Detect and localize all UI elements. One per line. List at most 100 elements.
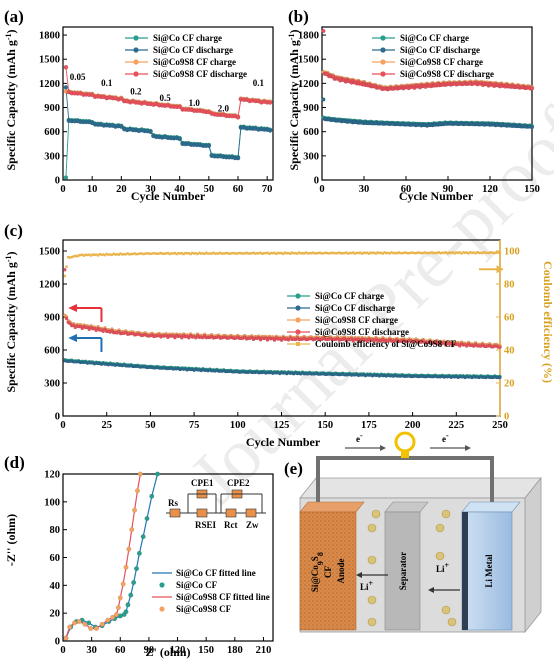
panel-c-xtick-label-10: 250 bbox=[492, 420, 508, 431]
panel-c-series-ce-point-234 bbox=[472, 251, 475, 254]
panel-a-legend-entry-0: Si@Co CF charge bbox=[125, 33, 222, 43]
panel-c-series-co9s8-discharge-point-120 bbox=[272, 338, 277, 342]
panel-a-series-cf-discharge-point-0 bbox=[63, 85, 69, 90]
panel-c-label: (c) bbox=[4, 221, 23, 240]
panel-c-series-ce-point-214 bbox=[437, 251, 441, 254]
electrolyte-particle-9 bbox=[441, 509, 451, 519]
panel-c-series-ce-point-243 bbox=[488, 251, 491, 255]
panel-b-ytick-label-2: 600 bbox=[303, 127, 319, 138]
panel-d-series-co9s8-point-8 bbox=[105, 617, 111, 623]
panel-a-series-cf-discharge-point-59 bbox=[235, 155, 241, 161]
panel-c-series-ce-point-146 bbox=[318, 251, 322, 254]
electrolyte-particle-0 bbox=[367, 523, 377, 533]
panel-a-xtick-label-5: 50 bbox=[204, 184, 215, 195]
panel-c-series-ce-point-33 bbox=[121, 253, 124, 256]
panel-d-series-co9s8-point-0 bbox=[63, 635, 69, 641]
electrolyte-particle-1 bbox=[367, 555, 377, 565]
panel-d-series-co9s8-point-6 bbox=[93, 626, 99, 631]
panel-c-series-ce-point-100 bbox=[238, 251, 241, 255]
panel-c-series-ce-point-238 bbox=[479, 251, 482, 254]
panel-a-legend: Si@Co CF charge Si@Co CF discharge Si@Co… bbox=[125, 33, 247, 79]
panel-c-series-ce-point-54 bbox=[157, 252, 161, 255]
panel-c-series-ce-point-34 bbox=[122, 253, 126, 256]
panel-d-ytick-label-0: 0 bbox=[55, 637, 60, 648]
panel-c-ytick-label-2: 600 bbox=[44, 346, 60, 357]
panel-c-series-ce-point-124 bbox=[280, 251, 283, 255]
panel-d-series-co9s8-point-12 bbox=[117, 595, 123, 601]
panel-c-series-ce-point-52 bbox=[154, 252, 157, 255]
panel-d-legend-text-0: Si@Co CF fitted line bbox=[176, 568, 256, 578]
panel-c-series-ce-point-59 bbox=[166, 251, 170, 255]
panel-c-series-ce-point-201 bbox=[414, 251, 418, 255]
panel-c-series-ce-point-55 bbox=[159, 251, 163, 255]
panel-c-series-ce-point-207 bbox=[425, 251, 428, 255]
panel-c-series-ce-point-7 bbox=[75, 255, 79, 258]
panel-c-series-ce-point-36 bbox=[126, 252, 129, 255]
panel-c-series-ce-point-130 bbox=[290, 251, 294, 254]
panel-c-series-ce-point-64 bbox=[175, 252, 178, 256]
panel-c-legend-text-4: Coulomb efficiency of Si@Co9S8 CF bbox=[315, 339, 457, 349]
circuit-zw: Zw bbox=[246, 520, 259, 530]
panel-c-series-ce-point-93 bbox=[226, 251, 229, 255]
panel-c-legend-text-3: Si@Co9S8 CF discharge bbox=[315, 327, 409, 337]
panel-c-series-ce-point-106 bbox=[248, 252, 252, 255]
svg-text:Li+: Li+ bbox=[436, 561, 450, 575]
panel-c-y2tick-label-5: 100 bbox=[504, 247, 520, 258]
panel-c-y2label: Coulomb efficiency (%) bbox=[541, 261, 554, 383]
panel-c-series-ce-point-137 bbox=[303, 252, 306, 255]
electrolyte-particle-5 bbox=[435, 551, 445, 561]
panel-d-ytick-label-2: 40 bbox=[50, 581, 61, 592]
panel-c-series-ce-point-152 bbox=[329, 252, 332, 255]
panel-c-series-co9s8-discharge-point-221 bbox=[449, 341, 453, 346]
panel-c-series-ce-point-13 bbox=[86, 253, 89, 257]
panel-d-series-co-point-15 bbox=[134, 566, 139, 572]
panel-d-series-co9s8-point-5 bbox=[88, 626, 94, 631]
panel-c-series-ce-point-192 bbox=[399, 251, 402, 255]
panel-a-ytick-label-3: 900 bbox=[44, 103, 60, 114]
electrolyte-particle-8 bbox=[371, 509, 381, 519]
panel-a-ytick-label-6: 1800 bbox=[39, 31, 60, 42]
panel-c-series-ce-point-16 bbox=[91, 253, 94, 256]
panel-c-series-ce-point-225 bbox=[456, 251, 460, 254]
panel-c-series-ce-point-10 bbox=[81, 253, 84, 256]
panel-c-series-ce-point-135 bbox=[299, 252, 302, 255]
panel-c-series-ce-point-107 bbox=[250, 252, 253, 255]
panel-c-series-ce-point-143 bbox=[313, 252, 316, 255]
panel-c-series-ce-point-224 bbox=[455, 251, 458, 254]
panel-c-series-ce-point-219 bbox=[446, 252, 449, 255]
panel-c-series-ce-point-46 bbox=[143, 252, 147, 255]
panel-c-series-ce-point-153 bbox=[330, 251, 334, 254]
panel-c-series-ce-point-155 bbox=[334, 252, 337, 255]
panel-c-series-co9s8-discharge-point-124 bbox=[279, 338, 284, 342]
panel-b-ytick-label-6: 1800 bbox=[298, 31, 319, 42]
panel-c-series-ce-point-15 bbox=[89, 254, 93, 257]
panel-c-series-ce-point-4 bbox=[70, 255, 73, 259]
panel-c-series-ce-point-156 bbox=[336, 251, 339, 255]
panel-b-xtick-label-1: 30 bbox=[359, 184, 370, 195]
panel-c-series-ce-point-176 bbox=[371, 251, 374, 255]
panel-d-series-co-point-13 bbox=[128, 592, 134, 598]
panel-d-series-co-point-14 bbox=[131, 580, 137, 585]
panel-c-series-ce-point-228 bbox=[462, 251, 465, 254]
panel-c-series-ce-point-48 bbox=[147, 252, 150, 255]
panel-d-series-co9s8-point-15 bbox=[126, 546, 132, 552]
panel-b-xtick-label-5: 150 bbox=[524, 184, 540, 195]
panel-c-series-ce-point-203 bbox=[418, 251, 421, 254]
panel-c-series-ce-point-205 bbox=[421, 251, 425, 255]
panel-c-series-ce-point-196 bbox=[406, 251, 409, 255]
panel-c-series-ce-point-194 bbox=[402, 251, 406, 255]
panel-c-series-ce-point-170 bbox=[360, 252, 364, 255]
panel-b-ytick-label-5: 1500 bbox=[298, 55, 319, 66]
panel-c-series-ce-point-113 bbox=[261, 252, 264, 255]
panel-c-series-ce-point-71 bbox=[187, 252, 191, 255]
panel-c-series-ce-point-75 bbox=[194, 252, 198, 255]
panel-c-series-ce-point-174 bbox=[367, 252, 371, 255]
panel-c-series-ce-point-32 bbox=[119, 252, 122, 255]
panel-a-legend-entry-3: Si@Co9S8 CF discharge bbox=[125, 69, 247, 79]
panel-c-series-ce-point-74 bbox=[192, 252, 196, 255]
panel-a-series-co9s8-discharge-point-0 bbox=[63, 65, 69, 70]
panel-c-series-ce-point-160 bbox=[343, 251, 346, 255]
panel-d-xtick-label-1: 30 bbox=[86, 645, 97, 656]
panel-c-series-ce-point-122 bbox=[276, 251, 280, 255]
panel-c-series-ce-point-57 bbox=[163, 252, 166, 255]
